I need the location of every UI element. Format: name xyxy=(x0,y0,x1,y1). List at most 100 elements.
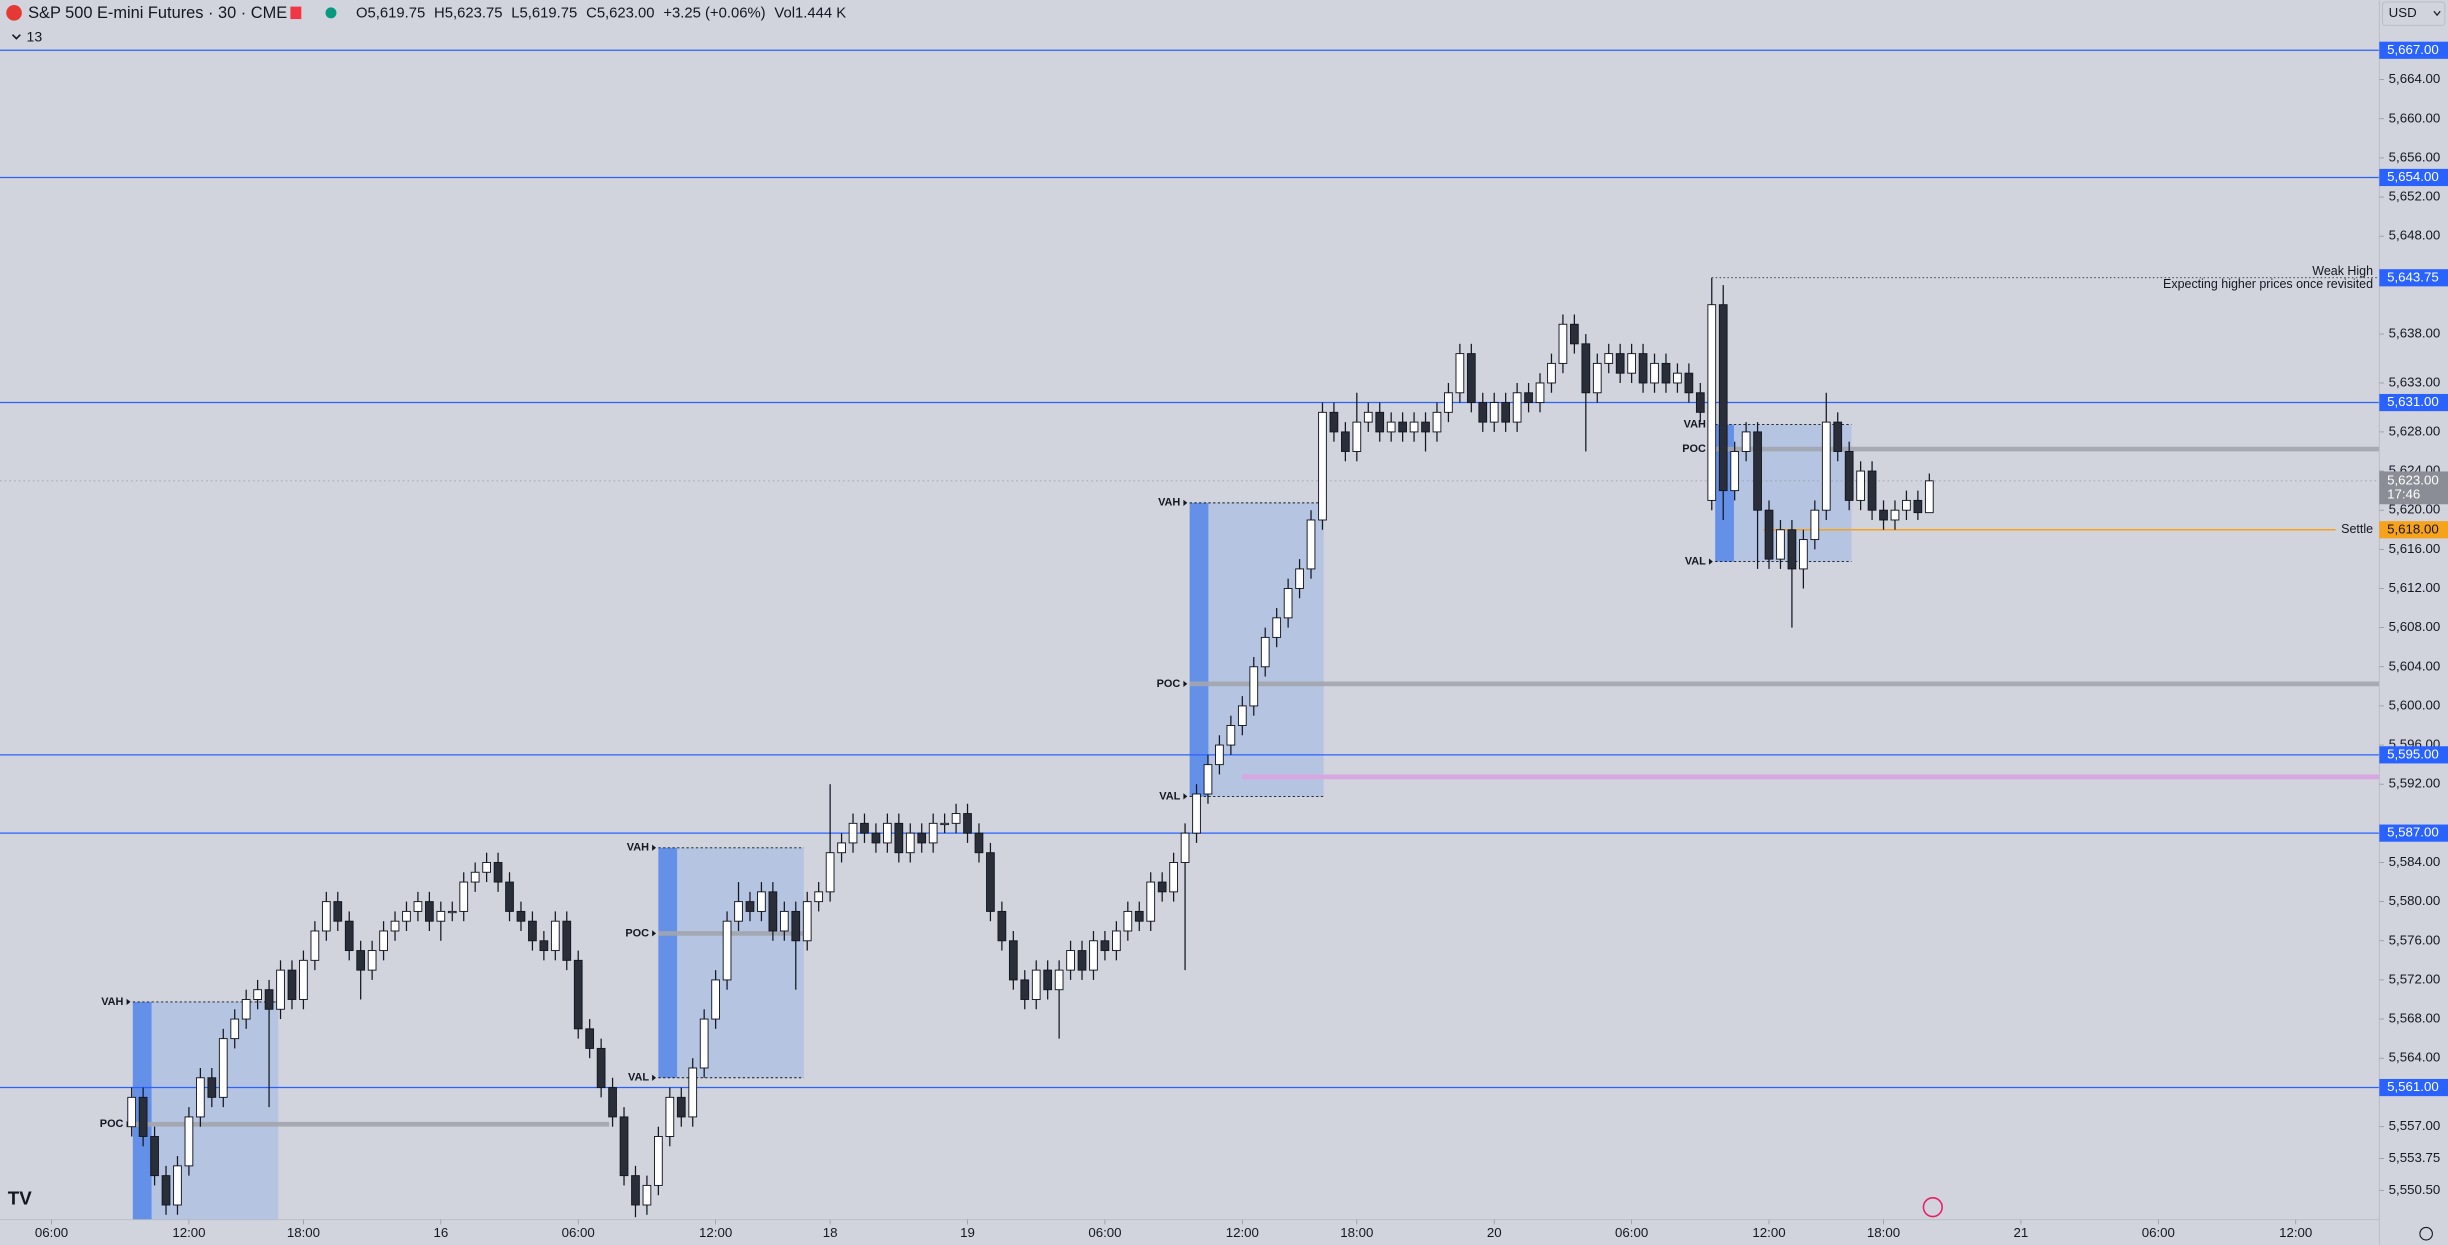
candle-body xyxy=(1226,725,1236,746)
candle-body xyxy=(1661,362,1671,384)
candle-body xyxy=(917,832,927,844)
volume-histogram xyxy=(1189,502,1209,797)
candle-body xyxy=(883,822,892,844)
candle-body xyxy=(173,1165,182,1206)
candle-body xyxy=(825,852,835,893)
candle-body xyxy=(1432,411,1442,433)
price-label-box xyxy=(2379,269,2448,287)
candle-body xyxy=(1879,509,1888,521)
candle-body xyxy=(1821,421,1831,511)
candle-body xyxy=(1547,362,1556,384)
candle-body xyxy=(562,920,572,961)
x-tick-label: 06:00 xyxy=(1615,1225,1648,1240)
candle-body xyxy=(436,910,446,922)
candle-body xyxy=(310,930,320,961)
candle-body xyxy=(390,920,400,932)
ohlc-label: C xyxy=(586,6,597,22)
candle-body xyxy=(573,959,583,1030)
candle-body xyxy=(516,910,526,922)
candle-body xyxy=(596,1047,606,1089)
price-label: 5,643.75 xyxy=(2387,269,2439,284)
price-label-box xyxy=(2379,41,2448,59)
y-tick-label: 5,664.00 xyxy=(2389,71,2441,86)
x-tick-label: 12:00 xyxy=(1752,1225,1785,1240)
price-label: 5,667.00 xyxy=(2387,42,2439,57)
indicator-count[interactable]: 13 xyxy=(27,29,43,45)
candle-body xyxy=(791,910,801,942)
candle-body xyxy=(1203,764,1213,795)
price-label-box xyxy=(2379,746,2448,764)
symbol-icon[interactable] xyxy=(6,5,22,21)
candle-body xyxy=(1409,421,1419,433)
weak-high-title: Weak High xyxy=(2312,264,2373,278)
currency-select[interactable] xyxy=(2381,1,2446,26)
candle-body xyxy=(1352,421,1362,452)
x-tick-label: 19 xyxy=(960,1225,975,1240)
price-label-box xyxy=(2379,521,2448,539)
candle-body xyxy=(1924,480,1934,514)
price-label-box xyxy=(2379,824,2448,842)
candle-body xyxy=(1890,509,1900,521)
candle-body xyxy=(1810,509,1820,541)
candle-body xyxy=(1684,372,1694,394)
candle-body xyxy=(344,920,354,952)
settings-icon[interactable] xyxy=(2419,1226,2433,1241)
candle-body xyxy=(1146,881,1156,922)
symbol-title[interactable]: S&P 500 E-mini Futures · 30 · CME xyxy=(28,4,287,22)
x-tick-label: 12:00 xyxy=(2279,1225,2312,1240)
candle-body xyxy=(631,1175,640,1206)
ohlc-label: H xyxy=(434,6,445,22)
profile-level-label: POC xyxy=(1157,678,1181,690)
candle-body xyxy=(1718,304,1728,492)
x-tick-label: 06:00 xyxy=(35,1225,68,1240)
price-label: 5,623.00 xyxy=(2387,472,2439,487)
candle-body xyxy=(402,910,411,922)
candle-body xyxy=(928,822,938,844)
candle-body xyxy=(779,910,789,932)
candle-body xyxy=(1604,353,1614,364)
profile-level-label: POC xyxy=(625,927,649,939)
candle-body xyxy=(207,1077,217,1098)
header: S&P 500 E-mini Futures · 30 · CME O5,619… xyxy=(6,1,2446,1241)
price-label-box xyxy=(2379,393,2448,412)
candle-body xyxy=(757,891,766,912)
currency-label[interactable]: USD xyxy=(2389,5,2417,20)
candle-body xyxy=(150,1136,159,1177)
price-label: 5,618.00 xyxy=(2387,521,2439,536)
candle-body xyxy=(196,1077,205,1118)
candle-body xyxy=(665,1096,675,1137)
x-tick-label: 18 xyxy=(823,1225,838,1240)
collapse-icon[interactable] xyxy=(11,34,21,40)
candle-body xyxy=(1386,421,1396,433)
candle-body xyxy=(1512,392,1522,423)
price-label-box xyxy=(2379,471,2448,505)
profile-level-label: VAH xyxy=(1158,497,1180,509)
y-tick-label: 5,576.00 xyxy=(2389,932,2441,947)
candle-body xyxy=(1444,392,1453,413)
profile-level-arrow xyxy=(652,844,657,851)
ohlc-value: 5,623.75 xyxy=(445,6,503,22)
y-tick-label: 5,550.50 xyxy=(2389,1182,2441,1197)
volume-label: Vol xyxy=(774,6,795,22)
weak-high-note: Expecting higher prices once revisited xyxy=(2163,277,2373,291)
candle-body xyxy=(1844,451,1854,501)
candle-body xyxy=(1833,421,1843,452)
candle-body xyxy=(184,1116,194,1167)
replay-icon[interactable] xyxy=(1922,1197,1943,1218)
ohlc-value: 5,619.75 xyxy=(520,6,578,22)
candle-body xyxy=(745,901,755,912)
candle-body xyxy=(1215,744,1224,766)
market-status[interactable] xyxy=(325,7,337,19)
profile-level-label: VAL xyxy=(1159,790,1180,802)
x-tick-label: 12:00 xyxy=(699,1225,732,1240)
candle-body xyxy=(1615,353,1625,374)
ohlc-label: L xyxy=(511,6,519,22)
profile-level-arrow xyxy=(652,930,657,937)
candle-body xyxy=(768,891,778,932)
candle-body xyxy=(1570,323,1579,345)
candle-body xyxy=(1478,402,1488,423)
candle-body xyxy=(1627,353,1636,374)
flag-icon[interactable] xyxy=(290,6,302,20)
dropdown-icon[interactable] xyxy=(2433,10,2441,17)
y-tick-label: 5,628.00 xyxy=(2389,423,2441,438)
